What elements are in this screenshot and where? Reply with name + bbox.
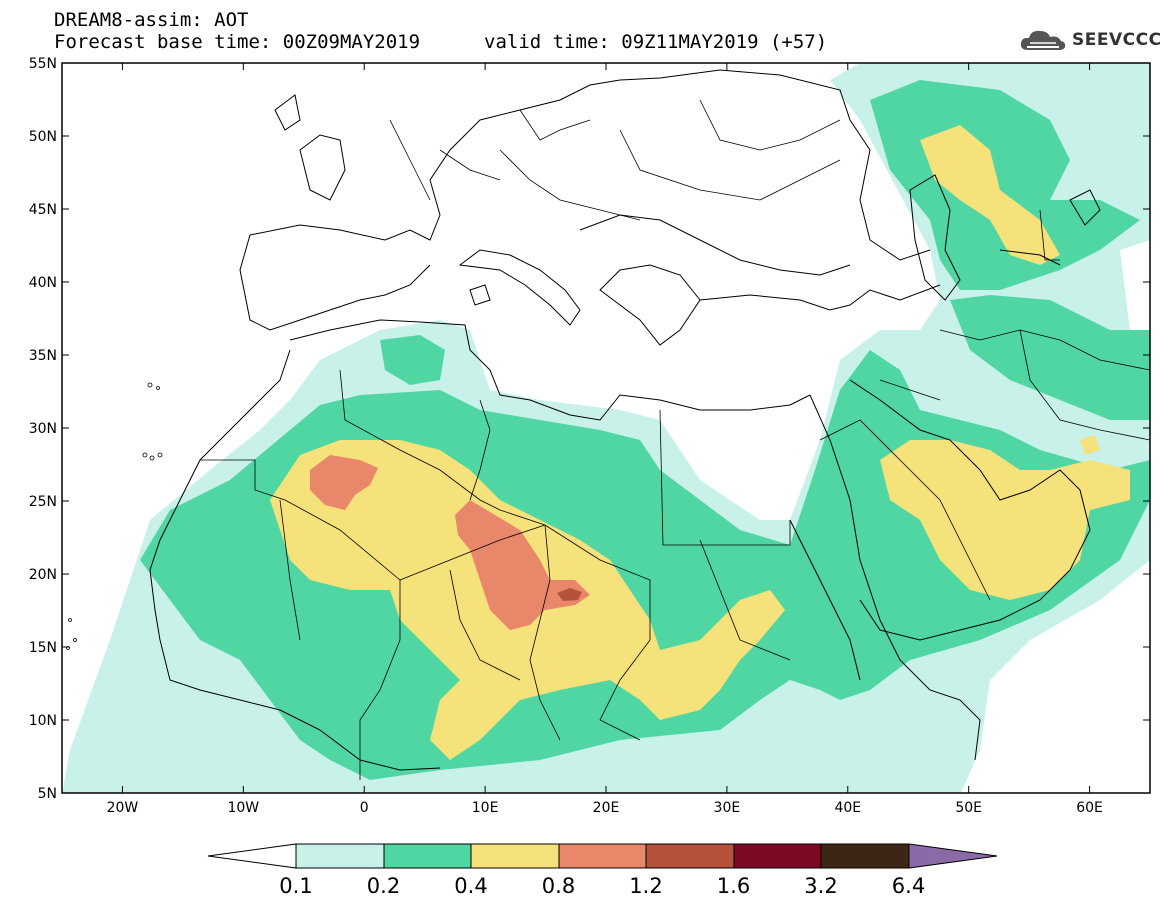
colorbar-bin-3.2 — [820, 843, 910, 869]
colorbar-label: 6.4 — [892, 874, 925, 898]
colorbar — [207, 843, 998, 869]
lat-tick-label: 40N — [29, 275, 57, 291]
logo-text: SEEVCCC — [1072, 30, 1162, 50]
colorbar-label: 1.6 — [717, 874, 750, 898]
lon-tick-label: 10W — [227, 800, 259, 816]
lon-tick-label: 50E — [955, 800, 982, 816]
colorbar-overflow-arrow — [908, 843, 998, 869]
colorbar-label: 0.2 — [367, 874, 400, 898]
lat-tick-label: 20N — [29, 567, 57, 583]
lat-tick-label: 45N — [29, 202, 57, 218]
lat-tick-label: 55N — [29, 56, 57, 72]
lat-tick-label: 50N — [29, 129, 57, 145]
lon-tick-label: 40E — [834, 800, 861, 816]
country-borders — [200, 99, 1150, 780]
colorbar-label: 3.2 — [804, 874, 837, 898]
colorbar-bin-0.2 — [383, 843, 472, 869]
aot-level-1.2 — [557, 588, 582, 601]
valid-time: valid time: 09Z11MAY2019 (+57) — [484, 31, 828, 53]
seevccc-logo: SEEVCCC — [1018, 26, 1162, 54]
aot-field — [62, 63, 1150, 793]
aot-level-0.8 — [310, 455, 590, 630]
colorbar-labels: 0.1 0.2 0.4 0.8 1.2 1.6 3.2 6.4 — [279, 874, 925, 898]
lon-tick-label: 20E — [593, 800, 620, 816]
lat-tick-label: 15N — [29, 640, 57, 656]
colorbar-bin-0.4 — [470, 843, 560, 869]
lat-tick-label: 35N — [29, 348, 57, 364]
colorbar-label: 0.8 — [542, 874, 575, 898]
lon-tick-label: 0 — [360, 800, 369, 816]
cloud-logo-icon — [1020, 30, 1066, 50]
colorbar-label: 0.4 — [454, 874, 487, 898]
colorbar-bin-0.8 — [558, 843, 647, 869]
lat-tick-label: 25N — [29, 494, 57, 510]
map-title: DREAM8-assim: AOT — [54, 9, 249, 31]
lon-tick-label: 60E — [1076, 800, 1103, 816]
coastlines — [149, 69, 1101, 771]
lat-tick-label: 30N — [29, 421, 57, 437]
lat-tick-label: 10N — [29, 713, 57, 729]
colorbar-label: 0.1 — [279, 874, 312, 898]
lon-tick-label: 20W — [107, 800, 139, 816]
colorbar-bin-0.1 — [295, 843, 385, 869]
latitude-axis: 55N 50N 45N 40N 35N 30N 25N 20N 15N 10N 5N — [29, 56, 1150, 802]
forecast-base-time: Forecast base time: 00Z09MAY2019 — [54, 31, 421, 53]
lon-tick-label: 30E — [714, 800, 741, 816]
lon-tick-label: 10E — [472, 800, 499, 816]
colorbar-underflow-arrow — [207, 843, 297, 869]
longitude-axis: 20W 10W 0 10E 20E 30E 40E 50E 60E — [107, 63, 1103, 816]
colorbar-label: 1.2 — [629, 874, 662, 898]
colorbar-bin-1.6 — [733, 843, 822, 869]
lat-tick-label: 5N — [38, 786, 57, 802]
colorbar-bin-1.2 — [645, 843, 735, 869]
